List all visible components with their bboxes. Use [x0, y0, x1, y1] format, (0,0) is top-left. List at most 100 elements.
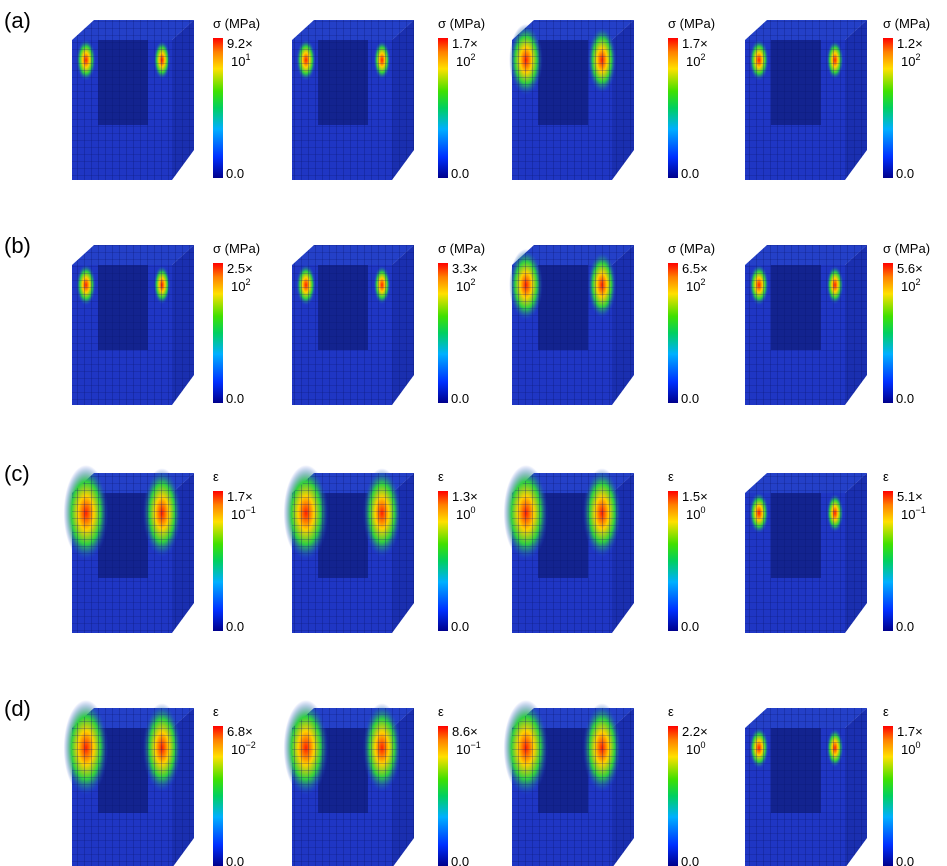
mesh-overlay — [72, 20, 194, 180]
power-base: 10 — [686, 507, 700, 522]
colorbar-max-power: 102 — [231, 277, 250, 294]
colorbar — [883, 491, 893, 631]
colorbar-title: σ (MPa) — [668, 16, 715, 31]
power-base: 10 — [456, 507, 470, 522]
power-exponent: 2 — [470, 52, 475, 62]
colorbar-min: 0.0 — [226, 391, 244, 406]
mesh-overlay — [512, 708, 634, 866]
colorbar — [883, 726, 893, 866]
fem-model — [745, 245, 867, 405]
colorbar — [883, 263, 893, 403]
fem-model — [64, 465, 194, 633]
colorbar-title: ε — [438, 469, 444, 484]
colorbar-max-power: 10−1 — [456, 740, 481, 757]
colorbar-title: ε — [213, 469, 219, 484]
colorbar-min: 0.0 — [681, 854, 699, 866]
power-exponent: −1 — [915, 505, 925, 515]
colorbar — [668, 263, 678, 403]
mesh-overlay — [292, 473, 414, 633]
colorbar — [213, 38, 223, 178]
colorbar-title: σ (MPa) — [438, 16, 485, 31]
colorbar-title: σ (MPa) — [883, 241, 930, 256]
power-base: 10 — [901, 507, 915, 522]
colorbar-title: σ (MPa) — [668, 241, 715, 256]
figure: (a)σ (MPa)9.2×1010.0σ (MPa)1.7×1020.0σ (… — [0, 0, 947, 866]
mesh-overlay — [512, 20, 634, 180]
colorbar-title: ε — [213, 704, 219, 719]
power-exponent: −2 — [245, 740, 255, 750]
colorbar — [438, 38, 448, 178]
colorbar-min: 0.0 — [896, 391, 914, 406]
colorbar — [438, 726, 448, 866]
power-exponent: −1 — [245, 505, 255, 515]
power-exponent: 2 — [915, 52, 920, 62]
power-base: 10 — [686, 742, 700, 757]
colorbar-max-power: 102 — [901, 52, 920, 69]
colorbar-title: σ (MPa) — [438, 241, 485, 256]
colorbar-max: 1.7× — [227, 489, 253, 504]
power-exponent: 2 — [915, 277, 920, 287]
colorbar-max-power: 101 — [231, 52, 250, 69]
power-base: 10 — [901, 742, 915, 757]
colorbar-max: 5.1× — [897, 489, 923, 504]
fem-model — [504, 465, 634, 633]
colorbar-max-power: 10−2 — [231, 740, 256, 757]
power-base: 10 — [231, 279, 245, 294]
colorbar-min: 0.0 — [226, 166, 244, 181]
colorbar — [438, 491, 448, 631]
fem-model — [292, 20, 414, 180]
colorbar-min: 0.0 — [451, 854, 469, 866]
colorbar-max: 1.7× — [452, 36, 478, 51]
power-exponent: 2 — [245, 277, 250, 287]
colorbar-max: 3.3× — [452, 261, 478, 276]
fem-model — [284, 465, 414, 633]
mesh-overlay — [292, 245, 414, 405]
fem-model — [292, 245, 414, 405]
power-base: 10 — [901, 279, 915, 294]
colorbar-min: 0.0 — [226, 619, 244, 634]
fem-model — [64, 700, 194, 866]
power-base: 10 — [686, 279, 700, 294]
colorbar-max: 5.6× — [897, 261, 923, 276]
mesh-overlay — [745, 245, 867, 405]
power-exponent: 1 — [245, 52, 250, 62]
mesh-overlay — [72, 708, 194, 866]
colorbar-max: 1.7× — [682, 36, 708, 51]
power-exponent: 0 — [915, 740, 920, 750]
fem-model — [745, 473, 867, 633]
power-exponent: 2 — [700, 52, 705, 62]
colorbar-max-power: 102 — [456, 52, 475, 69]
mesh-overlay — [72, 245, 194, 405]
power-base: 10 — [231, 742, 245, 757]
mesh-overlay — [745, 708, 867, 866]
power-base: 10 — [456, 742, 470, 757]
colorbar — [213, 491, 223, 631]
colorbar-min: 0.0 — [451, 619, 469, 634]
colorbar-max: 2.2× — [682, 724, 708, 739]
colorbar-title: ε — [883, 469, 889, 484]
mesh-overlay — [292, 708, 414, 866]
fem-model — [284, 700, 414, 866]
colorbar-min: 0.0 — [896, 166, 914, 181]
colorbar-title: σ (MPa) — [213, 16, 260, 31]
colorbar — [668, 38, 678, 178]
fem-model — [745, 20, 867, 180]
colorbar-max: 1.2× — [897, 36, 923, 51]
colorbar-min: 0.0 — [896, 619, 914, 634]
colorbar-max-power: 102 — [686, 52, 705, 69]
mesh-overlay — [745, 20, 867, 180]
colorbar-title: σ (MPa) — [213, 241, 260, 256]
fem-model — [72, 20, 194, 180]
colorbar-max: 1.5× — [682, 489, 708, 504]
power-base: 10 — [686, 54, 700, 69]
power-exponent: 0 — [700, 505, 705, 515]
colorbar-min: 0.0 — [896, 854, 914, 866]
colorbar-max: 1.7× — [897, 724, 923, 739]
colorbar-title: σ (MPa) — [883, 16, 930, 31]
power-exponent: 0 — [470, 505, 475, 515]
colorbar-max-power: 102 — [686, 277, 705, 294]
colorbar-min: 0.0 — [451, 166, 469, 181]
colorbar-max: 8.6× — [452, 724, 478, 739]
colorbar-min: 0.0 — [226, 854, 244, 866]
colorbar — [883, 38, 893, 178]
